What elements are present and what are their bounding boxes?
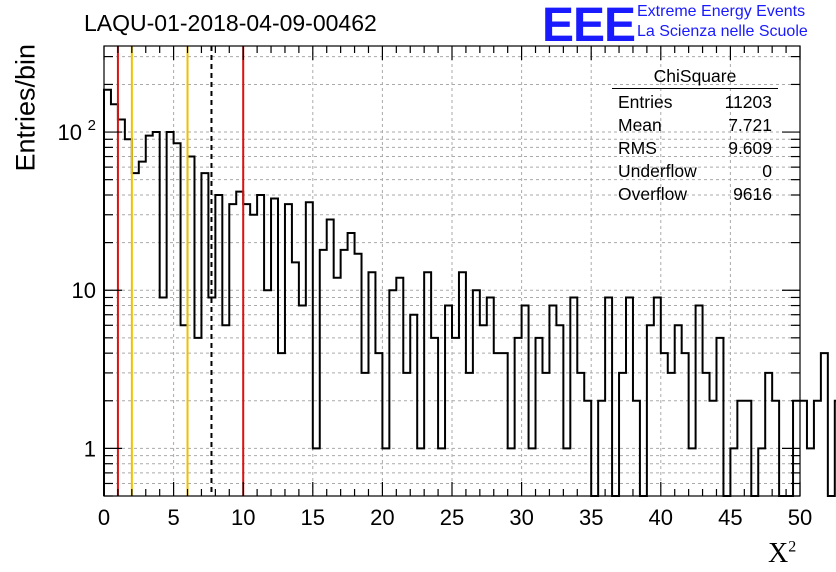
x-tick-label: 15	[301, 505, 325, 530]
x-axis-label: X2	[768, 538, 796, 570]
x-tick-label: 30	[509, 505, 533, 530]
stats-label: Entries	[618, 92, 673, 112]
y-tick-label: 10	[58, 120, 82, 145]
logo-line-2: La Scienza nelle Scuole	[637, 23, 808, 40]
stats-label: Underflow	[618, 161, 697, 181]
stats-row-overflow: Overflow 9616	[612, 183, 778, 206]
stats-value: 0	[762, 161, 772, 181]
x-tick-label: 45	[718, 505, 742, 530]
x-tick-label: 50	[788, 505, 812, 530]
x-tick-label: 25	[440, 505, 464, 530]
x-tick-label: 35	[579, 505, 603, 530]
reference-lines	[116, 46, 245, 496]
stats-label: Overflow	[618, 184, 688, 204]
x-tick-label: 0	[98, 505, 110, 530]
y-tick-label: 10	[72, 278, 96, 303]
stats-box: ChiSquare Entries 11203 Mean 7.721 RMS 9…	[612, 66, 778, 206]
stats-title: ChiSquare	[612, 66, 778, 89]
stats-label: RMS	[618, 138, 657, 158]
stats-row-underflow: Underflow 0	[612, 160, 778, 183]
x-axis-label-exponent: 2	[788, 538, 797, 556]
grid	[104, 46, 800, 496]
axes: 0 5 10 15 20 25 30 35 40 45 50 1 10 10 2	[58, 45, 812, 530]
stats-value: 11203	[724, 92, 772, 112]
x-tick-label: 10	[231, 505, 255, 530]
x-tick-label: 5	[167, 505, 179, 530]
stats-value: 9616	[733, 184, 772, 204]
plot-title: LAQU-01-2018-04-09-00462	[84, 10, 377, 36]
stats-value: 9.609	[728, 138, 772, 158]
stats-row-entries: Entries 11203	[612, 91, 778, 114]
x-axis-label-text: X	[768, 538, 789, 569]
stats-row-mean: Mean 7.721	[612, 114, 778, 137]
y-tick-label: 1	[84, 436, 96, 461]
x-tick-label: 40	[649, 505, 673, 530]
stats-label: Mean	[618, 115, 662, 135]
stats-value: 7.721	[728, 115, 772, 135]
stats-row-rms: RMS 9.609	[612, 137, 778, 160]
x-tick-label: 20	[370, 505, 394, 530]
logo-mark: EEE	[542, 0, 636, 52]
y-axis-label: Entries/bin	[10, 43, 41, 172]
y-tick-exponent: 2	[88, 117, 96, 134]
logo-line-1: Extreme Energy Events	[637, 3, 806, 20]
